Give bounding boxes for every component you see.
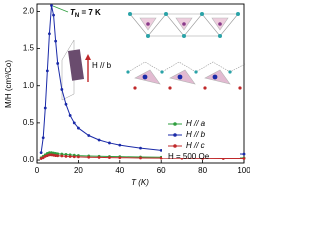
field-note: H = 500 Oe: [168, 152, 210, 161]
data-point: [242, 157, 246, 160]
legend-label: H // c: [186, 141, 205, 150]
x-tick-label: 80: [198, 166, 207, 175]
data-point: [54, 39, 58, 43]
data-point: [50, 153, 53, 157]
annotation-symbol: T: [70, 8, 76, 17]
data-point: [43, 106, 47, 110]
data-point: [41, 156, 45, 160]
x-axis-label: T (K): [131, 178, 149, 187]
data-point: [52, 151, 55, 155]
legend-label: H // b: [186, 130, 206, 139]
annotation-text: = 7 K: [79, 8, 101, 17]
y-tick-label: 2.0: [23, 7, 35, 16]
data-point: [54, 154, 58, 157]
data-point: [97, 156, 101, 159]
legend-marker: [173, 144, 177, 148]
data-point: [87, 134, 91, 137]
data-point: [56, 62, 60, 65]
plot-frame: [36, 3, 245, 164]
data-point: [139, 156, 142, 160]
data-point: [60, 88, 64, 91]
data-point: [118, 143, 122, 147]
annotation-subscript: N: [75, 13, 79, 19]
data-point: [50, 4, 53, 7]
legend-marker: [173, 122, 177, 126]
structure-inset-top: [128, 12, 240, 38]
data-point: [56, 154, 60, 158]
data-point: [77, 155, 80, 159]
data-point: [68, 114, 72, 117]
page: {"chart_data": {"type": "line", "y_label…: [4, 3, 250, 188]
data-point: [97, 138, 101, 142]
chart: H // b TN = 7 K T (K) M/H (cm³/Co) 0.0 0.…: [4, 3, 250, 187]
data-point: [52, 153, 55, 157]
data-point: [68, 155, 72, 158]
data-point: [108, 141, 111, 145]
data-point: [41, 136, 45, 140]
data-point: [159, 148, 163, 152]
data-point: [87, 155, 91, 159]
data-point: [39, 151, 43, 154]
data-point: [60, 154, 64, 158]
data-point: [45, 69, 49, 73]
data-point: [48, 151, 51, 154]
data-point: [64, 102, 68, 106]
structure-inset-right: [126, 61, 246, 90]
y-tick-label: 0.0: [23, 155, 35, 164]
data-point: [139, 146, 142, 150]
y-tick-label: 1.5: [23, 44, 35, 53]
y-tick-label: 1.0: [23, 81, 35, 90]
x-tick-label: 60: [157, 166, 166, 175]
data-point: [48, 32, 51, 36]
annotation-pointer: [52, 5, 69, 13]
data-point: [54, 151, 58, 155]
data-point: [56, 152, 60, 156]
data-point: [108, 156, 111, 159]
x-tick-label: 0: [35, 166, 40, 175]
data-point: [242, 152, 246, 156]
legend-label: H // a: [186, 119, 206, 128]
x-tick-label: 100: [237, 166, 250, 175]
data-point: [72, 121, 76, 125]
data-point: [159, 156, 163, 160]
y-axis-label: M/H (cm³/Co): [4, 60, 13, 108]
annotation: TN = 7 K: [70, 8, 101, 18]
data-point: [52, 13, 55, 17]
data-point: [48, 153, 51, 157]
x-tick-label: 20: [74, 166, 83, 175]
data-point: [50, 151, 53, 154]
data-point: [72, 155, 76, 159]
data-point: [64, 154, 68, 158]
data-point: [77, 126, 80, 130]
data-point: [118, 156, 122, 160]
legend-marker: [173, 133, 177, 137]
y-tick-label: 0.5: [23, 118, 35, 127]
crystal-inset: [61, 39, 91, 101]
inset-label: H // b: [92, 61, 112, 70]
x-tick-label: 40: [115, 166, 124, 175]
